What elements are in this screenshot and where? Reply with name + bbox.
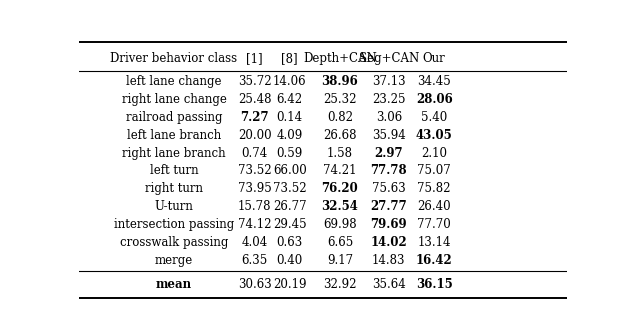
Text: 9.17: 9.17: [327, 254, 353, 267]
Text: left turn: left turn: [150, 165, 198, 177]
Text: 27.77: 27.77: [370, 200, 407, 213]
Text: 0.40: 0.40: [277, 254, 303, 267]
Text: 77.70: 77.70: [417, 218, 451, 231]
Text: 26.40: 26.40: [418, 200, 451, 213]
Text: 34.45: 34.45: [417, 75, 451, 88]
Text: 36.15: 36.15: [416, 278, 452, 291]
Text: 43.05: 43.05: [416, 129, 452, 142]
Text: 14.83: 14.83: [372, 254, 406, 267]
Text: U-turn: U-turn: [154, 200, 193, 213]
Text: 4.09: 4.09: [277, 129, 303, 142]
Text: 6.65: 6.65: [327, 236, 353, 249]
Text: 73.52: 73.52: [238, 165, 272, 177]
Text: 7.27: 7.27: [240, 111, 269, 124]
Text: Depth+CAN: Depth+CAN: [303, 52, 377, 65]
Text: [8]: [8]: [282, 52, 298, 65]
Text: 1.58: 1.58: [327, 146, 353, 160]
Text: 74.21: 74.21: [323, 165, 357, 177]
Text: [1]: [1]: [246, 52, 263, 65]
Text: 73.52: 73.52: [273, 182, 306, 195]
Text: 0.14: 0.14: [277, 111, 303, 124]
Text: 25.48: 25.48: [238, 93, 272, 106]
Text: 6.35: 6.35: [241, 254, 268, 267]
Text: 15.78: 15.78: [238, 200, 272, 213]
Text: 14.02: 14.02: [370, 236, 407, 249]
Text: 2.97: 2.97: [374, 146, 403, 160]
Text: 28.06: 28.06: [416, 93, 452, 106]
Text: right lane branch: right lane branch: [122, 146, 226, 160]
Text: intersection passing: intersection passing: [114, 218, 234, 231]
Text: merge: merge: [155, 254, 193, 267]
Text: 37.13: 37.13: [372, 75, 406, 88]
Text: 74.12: 74.12: [238, 218, 272, 231]
Text: 38.96: 38.96: [321, 75, 358, 88]
Text: 66.00: 66.00: [273, 165, 307, 177]
Text: 25.32: 25.32: [323, 93, 357, 106]
Text: 23.25: 23.25: [372, 93, 406, 106]
Text: 0.59: 0.59: [277, 146, 303, 160]
Text: 30.63: 30.63: [238, 278, 272, 291]
Text: 32.92: 32.92: [323, 278, 357, 291]
Text: 0.63: 0.63: [277, 236, 303, 249]
Text: 29.45: 29.45: [273, 218, 306, 231]
Text: 35.72: 35.72: [238, 75, 272, 88]
Text: Our: Our: [423, 52, 445, 65]
Text: 77.78: 77.78: [370, 165, 407, 177]
Text: right turn: right turn: [145, 182, 203, 195]
Text: 0.82: 0.82: [327, 111, 353, 124]
Text: 69.98: 69.98: [323, 218, 357, 231]
Text: Driver behavior class: Driver behavior class: [110, 52, 238, 65]
Text: left lane branch: left lane branch: [127, 129, 221, 142]
Text: 5.40: 5.40: [421, 111, 447, 124]
Text: 20.00: 20.00: [238, 129, 272, 142]
Text: 76.20: 76.20: [321, 182, 358, 195]
Text: 20.19: 20.19: [273, 278, 306, 291]
Text: 35.94: 35.94: [372, 129, 406, 142]
Text: Seg+CAN: Seg+CAN: [358, 52, 419, 65]
Text: 79.69: 79.69: [370, 218, 407, 231]
Text: left lane change: left lane change: [126, 75, 222, 88]
Text: right lane change: right lane change: [122, 93, 226, 106]
Text: 75.63: 75.63: [372, 182, 406, 195]
Text: 6.42: 6.42: [277, 93, 303, 106]
Text: 2.10: 2.10: [421, 146, 447, 160]
Text: 13.14: 13.14: [418, 236, 451, 249]
Text: 4.04: 4.04: [241, 236, 268, 249]
Text: 26.68: 26.68: [323, 129, 357, 142]
Text: railroad passing: railroad passing: [126, 111, 222, 124]
Text: 14.06: 14.06: [273, 75, 306, 88]
Text: 75.82: 75.82: [418, 182, 451, 195]
Text: 73.95: 73.95: [238, 182, 272, 195]
Text: mean: mean: [156, 278, 192, 291]
Text: 26.77: 26.77: [273, 200, 306, 213]
Text: 3.06: 3.06: [375, 111, 402, 124]
Text: 0.74: 0.74: [241, 146, 268, 160]
Text: 75.07: 75.07: [417, 165, 451, 177]
Text: 16.42: 16.42: [416, 254, 452, 267]
Text: 32.54: 32.54: [321, 200, 358, 213]
Text: crosswalk passing: crosswalk passing: [120, 236, 228, 249]
Text: 35.64: 35.64: [372, 278, 406, 291]
